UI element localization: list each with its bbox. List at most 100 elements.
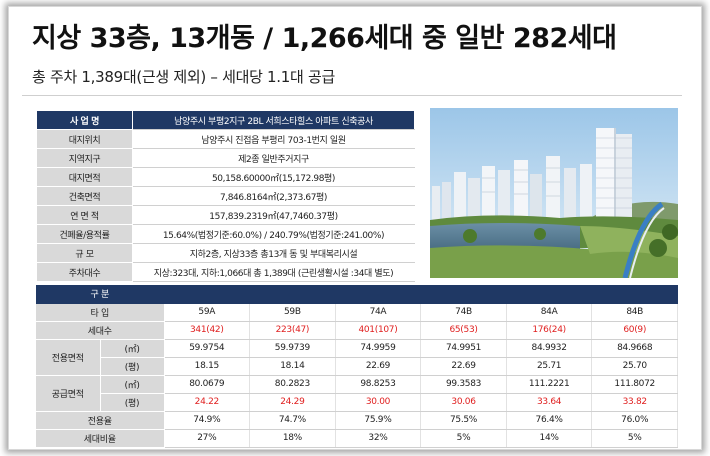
unit-sqm-label: (㎡): [100, 375, 165, 394]
exclusive-pyeong-cell: 22.69: [335, 357, 422, 376]
ratio-cell: 74.7%: [249, 411, 336, 430]
type-label: 타 입: [36, 303, 165, 322]
exclusive-sqm-cell: 74.9959: [335, 339, 422, 358]
exclusive-sqm-row: 전용면적 (㎡) 59.9754 59.9739 74.9959 74.9951…: [36, 339, 678, 376]
exclusive-sqm-cell: 84.9668: [591, 339, 678, 358]
title-divider: [22, 95, 682, 96]
supply-pyeong-row: (평) 24.22 24.29 30.00 30.06 33.64 33.82: [36, 393, 678, 412]
type-cell: 74B: [420, 303, 507, 322]
share-cell: 27%: [164, 429, 251, 448]
overview-row: 주차대수 지상:323대, 지하:1,066대 총 1,389대 (근린생활시설…: [36, 262, 415, 282]
ratio-cell: 76.0%: [591, 411, 678, 430]
overview-value: 지하2층, 지상33층 총13개 동 및 부대복리시설: [132, 243, 415, 263]
supply-sqm-cell: 99.3583: [420, 375, 507, 394]
supply-sqm-cell: 98.8253: [335, 375, 422, 394]
share-cell: 18%: [249, 429, 336, 448]
households-row: 세대수 341(42) 223(47) 401(107) 65(53) 176(…: [36, 321, 678, 340]
exclusive-pyeong-cell: 18.15: [164, 357, 251, 376]
apartment-complex-icon: [430, 108, 678, 278]
ratio-label: 전용율: [36, 411, 165, 430]
page-title: 지상 33층, 13개동 / 1,266세대 중 일반 282세대: [32, 23, 617, 54]
type-cell: 84B: [591, 303, 678, 322]
supply-pyeong-cell: 33.64: [506, 393, 593, 412]
unit-pyeong-label: (평): [100, 357, 165, 376]
exclusive-pyeong-cell: 18.14: [249, 357, 336, 376]
ratio-cell: 76.4%: [506, 411, 593, 430]
share-label: 세대비율: [36, 429, 165, 448]
ratio-cell: 75.5%: [420, 411, 507, 430]
unit-type-table: 구 분 타 입 59A 59B 74A 74B 84A 84B 세대수 341(…: [36, 285, 678, 448]
overview-label: 건폐율/용적률: [36, 224, 133, 244]
overview-value: 지상:323대, 지하:1,066대 총 1,389대 (근린생활시설 :34대…: [132, 262, 415, 282]
overview-row: 대지위치 남양주시 진접읍 부평리 703-1번지 일원: [36, 129, 415, 149]
exclusive-area-label: 전용면적: [36, 339, 101, 376]
exclusive-sqm-cell: 74.9951: [420, 339, 507, 358]
units-header-row: 구 분: [36, 285, 678, 304]
project-overview-table: 사 업 명 남양주시 부평2지구 2BL 서희스타힐스 아파트 신축공사 대지위…: [36, 110, 415, 282]
unit-sqm-label: (㎡): [100, 339, 165, 358]
share-cell: 32%: [335, 429, 422, 448]
exclusive-pyeong-cell: 22.69: [420, 357, 507, 376]
apartment-rendering-image: [430, 108, 678, 278]
overview-row: 대지면적 50,158.60000㎡(15,172.98평): [36, 167, 415, 187]
overview-label: 규 모: [36, 243, 133, 263]
share-cell: 14%: [506, 429, 593, 448]
overview-row: 연 면 적 157,839.2319㎡(47,7460.37평): [36, 205, 415, 225]
type-cell: 84A: [506, 303, 593, 322]
supply-sqm-cell: 111.2221: [506, 375, 593, 394]
type-cell: 59B: [249, 303, 336, 322]
type-cell: 59A: [164, 303, 251, 322]
ratio-cell: 74.9%: [164, 411, 251, 430]
overview-value: 남양주시 진접읍 부평리 703-1번지 일원: [132, 129, 415, 149]
overview-value: 남양주시 부평2지구 2BL 서희스타힐스 아파트 신축공사: [132, 110, 415, 130]
type-row: 타 입 59A 59B 74A 74B 84A 84B: [36, 303, 678, 322]
households-cell: 65(53): [420, 321, 507, 340]
overview-value: 15.64%(법정기준:60.0%) / 240.79%(법정기준:241.00…: [132, 224, 415, 244]
supply-area-label: 공급면적: [36, 375, 101, 412]
supply-sqm-row: 공급면적 (㎡) 80.0679 80.2823 98.8253 99.3583…: [36, 375, 678, 412]
overview-value: 50,158.60000㎡(15,172.98평): [132, 167, 415, 187]
overview-label: 지역지구: [36, 148, 133, 168]
households-cell: 223(47): [249, 321, 336, 340]
exclusive-pyeong-row: (평) 18.15 18.14 22.69 22.69 25.71 25.70: [36, 357, 678, 376]
exclusive-sqm-cell: 59.9754: [164, 339, 251, 358]
overview-row: 건축면적 7,846.8164㎡(2,373.67평): [36, 186, 415, 206]
supply-sqm-cell: 80.2823: [249, 375, 336, 394]
overview-value: 7,846.8164㎡(2,373.67평): [132, 186, 415, 206]
exclusive-sqm-cell: 59.9739: [249, 339, 336, 358]
overview-label: 주차대수: [36, 262, 133, 282]
exclusive-pyeong-cell: 25.71: [506, 357, 593, 376]
overview-label: 대지위치: [36, 129, 133, 149]
households-cell: 60(9): [591, 321, 678, 340]
supply-pyeong-cell: 24.29: [249, 393, 336, 412]
supply-pyeong-cell: 30.00: [335, 393, 422, 412]
exclusive-pyeong-cell: 25.70: [591, 357, 678, 376]
type-cell: 74A: [335, 303, 422, 322]
households-label: 세대수: [36, 321, 165, 340]
supply-sqm-cell: 111.8072: [591, 375, 678, 394]
share-cell: 5%: [591, 429, 678, 448]
unit-pyeong-label: (평): [100, 393, 165, 412]
households-cell: 176(24): [506, 321, 593, 340]
overview-label: 대지면적: [36, 167, 133, 187]
overview-value: 157,839.2319㎡(47,7460.37평): [132, 205, 415, 225]
supply-sqm-cell: 80.0679: [164, 375, 251, 394]
supply-pyeong-cell: 33.82: [591, 393, 678, 412]
households-cell: 401(107): [335, 321, 422, 340]
supply-pyeong-cell: 24.22: [164, 393, 251, 412]
overview-row: 사 업 명 남양주시 부평2지구 2BL 서희스타힐스 아파트 신축공사: [36, 110, 415, 130]
ratio-row: 전용율 74.9% 74.7% 75.9% 75.5% 76.4% 76.0%: [36, 411, 678, 430]
division-header: 구 분: [36, 285, 165, 304]
overview-label: 연 면 적: [36, 205, 133, 225]
supply-pyeong-cell: 30.06: [420, 393, 507, 412]
share-cell: 5%: [420, 429, 507, 448]
overview-value: 제2종 일반주거지구: [132, 148, 415, 168]
share-row: 세대비율 27% 18% 32% 5% 14% 5%: [36, 429, 678, 448]
ratio-cell: 75.9%: [335, 411, 422, 430]
overview-row: 건폐율/용적률 15.64%(법정기준:60.0%) / 240.79%(법정기…: [36, 224, 415, 244]
page-subtitle: 총 주차 1,389대(근생 제외) – 세대당 1.1대 공급: [32, 68, 335, 86]
overview-row: 지역지구 제2종 일반주거지구: [36, 148, 415, 168]
exclusive-sqm-cell: 84.9932: [506, 339, 593, 358]
overview-label: 사 업 명: [36, 110, 133, 130]
overview-row: 규 모 지하2층, 지상33층 총13개 동 및 부대복리시설: [36, 243, 415, 263]
